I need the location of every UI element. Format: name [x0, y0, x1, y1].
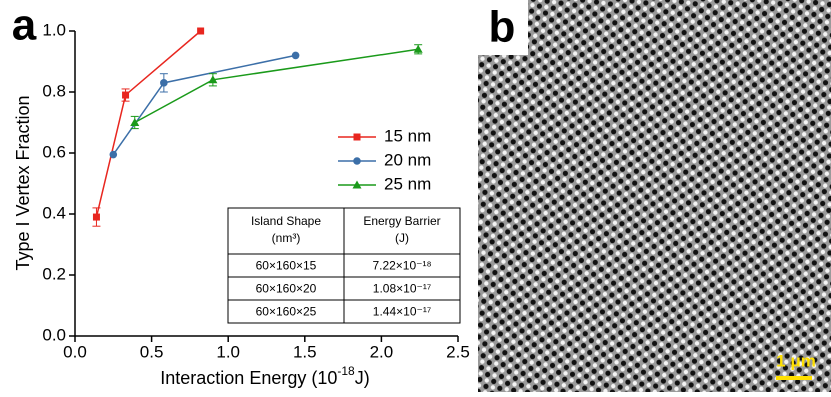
- table-header: (J): [395, 231, 409, 245]
- panel-label: b: [489, 3, 516, 52]
- table-header: Island Shape: [251, 214, 321, 228]
- table-cell: 60×160×25: [256, 305, 317, 319]
- table-cell: 7.22×10⁻¹⁸: [372, 259, 431, 273]
- marker: [208, 75, 218, 84]
- table-header: (nm³): [272, 231, 301, 245]
- panel-label: a: [12, 1, 37, 50]
- y-tick-label: 0.4: [42, 203, 66, 222]
- y-tick-label: 0.2: [42, 264, 66, 283]
- legend-marker: [353, 133, 361, 141]
- x-axis-title-main: Interaction Energy (10: [160, 368, 337, 388]
- y-axis-title: Type I Vertex Fraction: [13, 95, 33, 270]
- marker: [160, 79, 168, 87]
- marker: [291, 51, 300, 60]
- table-cell: 60×160×15: [256, 259, 317, 273]
- x-axis-title: Interaction Energy (10-18J): [160, 364, 369, 388]
- y-tick-label: 0.0: [42, 325, 66, 344]
- table-cell: 1.44×10⁻¹⁷: [373, 305, 431, 319]
- scale-bar-label: 1 μm: [776, 351, 816, 370]
- x-tick-label: 2.0: [370, 342, 394, 361]
- series-line: [134, 48, 419, 124]
- x-tick-label: 0.0: [63, 342, 87, 361]
- marker: [92, 213, 100, 221]
- marker: [122, 91, 130, 99]
- marker: [109, 150, 118, 159]
- marker: [197, 27, 205, 35]
- table-cell: 1.08×10⁻¹⁷: [373, 282, 431, 296]
- x-tick-label: 1.0: [216, 342, 240, 361]
- marker: [130, 118, 140, 126]
- y-tick-label: 1.0: [42, 20, 66, 39]
- x-tick-label: 1.5: [293, 342, 317, 361]
- label-background: [478, 0, 528, 55]
- x-axis-title-sup: -18: [337, 364, 355, 378]
- legend-label: 25 nm: [384, 174, 431, 193]
- y-tick-label: 0.8: [42, 81, 66, 100]
- y-tick-label: 0.6: [42, 142, 66, 161]
- legend-label: 20 nm: [384, 150, 431, 169]
- marker: [413, 44, 423, 53]
- x-tick-label: 2.5: [446, 342, 470, 361]
- table-header: Energy Barrier: [363, 214, 440, 228]
- legend-label: 15 nm: [384, 126, 431, 145]
- series-line: [95, 30, 202, 218]
- legend-marker: [352, 180, 362, 189]
- table-cell: 60×160×20: [256, 282, 317, 296]
- legend-marker: [353, 157, 361, 165]
- series-line: [112, 54, 296, 155]
- x-tick-label: 0.5: [140, 342, 164, 361]
- x-axis-title-end: J): [355, 368, 370, 388]
- micrograph: [478, 0, 831, 392]
